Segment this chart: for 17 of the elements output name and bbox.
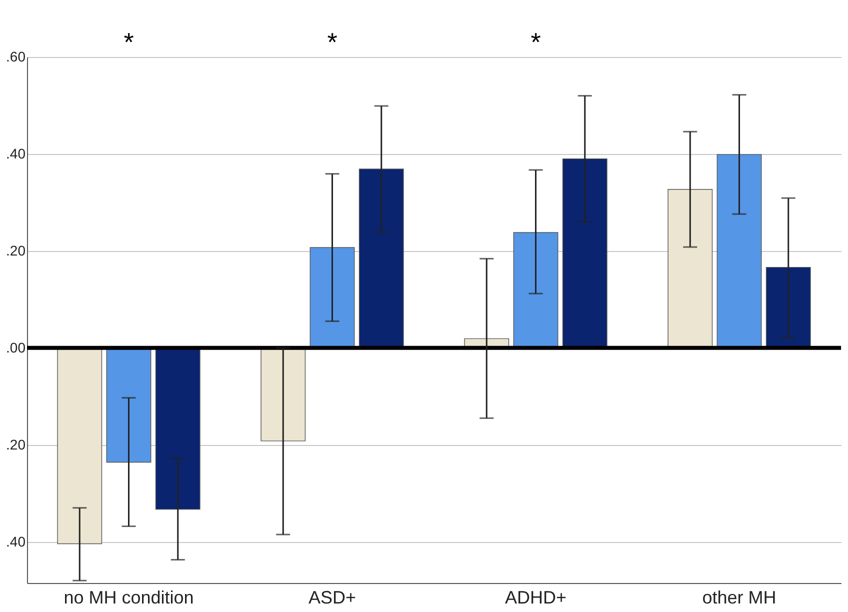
- bar: [57, 348, 102, 544]
- bar: [260, 348, 306, 442]
- y-tick-label: .00: [6, 339, 26, 356]
- y-tick-label: .20: [6, 242, 26, 258]
- bar: [106, 348, 152, 463]
- x-tick-label: other MH: [702, 588, 776, 608]
- y-tick-label: .40: [6, 533, 26, 550]
- text: *: [327, 27, 338, 57]
- text: *: [124, 27, 134, 57]
- x-tick-label: no MH condition: [64, 588, 194, 608]
- y-tick-label: .60: [6, 48, 26, 64]
- x-tick-label: ADHD+: [504, 588, 567, 608]
- y-tick-label: .20: [6, 436, 26, 452]
- y-tick-label: .40: [6, 145, 26, 162]
- text: *: [530, 27, 541, 57]
- bar: [155, 348, 200, 510]
- x-tick-label: ASD+: [308, 588, 356, 608]
